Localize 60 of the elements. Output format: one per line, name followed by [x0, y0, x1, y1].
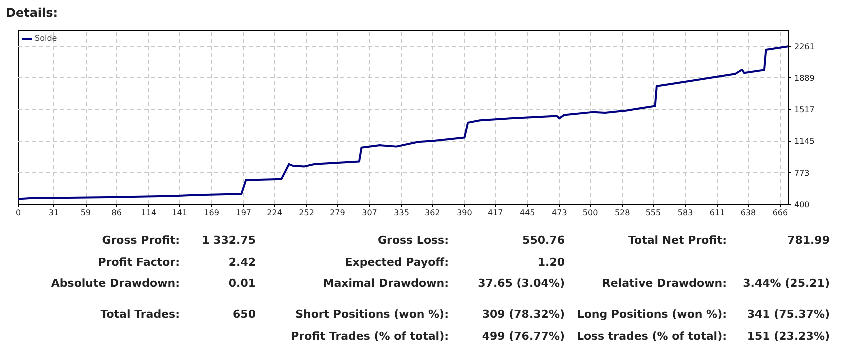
text: 341 (75.37%) — [747, 308, 830, 321]
x-tick-label: 666 — [772, 208, 788, 218]
text: Expected Payoff: — [345, 256, 449, 269]
line-series — [18, 46, 788, 200]
y-tick-label: 1517 — [794, 106, 815, 115]
text: 499 (76.77%) — [482, 330, 565, 343]
x-tick-label: 638 — [740, 208, 756, 218]
y-tick-label: 1889 — [794, 74, 815, 83]
x-tick-label: 31 — [48, 208, 60, 218]
text: Profit Factor: — [98, 256, 180, 269]
text: Relative Drawdown: — [602, 277, 727, 290]
text: 650 — [233, 308, 256, 321]
y-tick-label: 2261 — [794, 42, 815, 52]
text: Gross Loss: — [378, 234, 449, 247]
x-tick-label: 141 — [172, 208, 188, 218]
text: 0.01 — [228, 277, 256, 290]
text: 2.42 — [228, 256, 256, 269]
x-tick-label: 611 — [710, 208, 726, 218]
text: 781.99 — [788, 234, 830, 247]
text: Long Positions (won %): — [577, 308, 727, 321]
x-tick-label: 197 — [236, 208, 252, 218]
x-tick-label: 362 — [425, 208, 440, 218]
x-tick-label: 224 — [267, 208, 282, 218]
text: 3.44% (25.21) — [743, 277, 830, 290]
text: Total Trades: — [100, 308, 180, 321]
chart-title: Details: — [5, 5, 58, 20]
x-tick-label: 473 — [552, 208, 568, 218]
text: 151 (23.23%) — [747, 330, 830, 343]
text: 309 (78.32%) — [482, 308, 565, 321]
y-tick-label: 400 — [794, 200, 810, 210]
x-tick-label: 169 — [204, 208, 220, 218]
x-tick-label: 417 — [488, 208, 504, 218]
text: Absolute Drawdown: — [51, 277, 180, 290]
x-tick-label: 528 — [614, 208, 630, 218]
text: 1 332.75 — [202, 234, 256, 247]
x-tick-label: 59 — [80, 208, 92, 218]
legend-label: Solde — [35, 34, 58, 43]
text: 1.20 — [538, 256, 565, 269]
text: Short Positions (won %): — [296, 308, 449, 321]
y-tick-label: 1145 — [794, 137, 815, 146]
text: Profit Trades (% of total): — [291, 330, 449, 343]
text: 37.65 (3.04%) — [478, 277, 565, 290]
x-tick-label: 555 — [646, 208, 662, 218]
text: Maximal Drawdown: — [323, 277, 449, 290]
x-tick-label: 279 — [330, 208, 346, 218]
x-tick-label: 114 — [141, 208, 157, 218]
x-tick-label: 335 — [394, 208, 410, 218]
text: Total Net Profit: — [628, 234, 727, 247]
x-tick-label: 252 — [299, 208, 314, 218]
text: Gross Profit: — [102, 234, 180, 247]
y-tick-label: 773 — [794, 168, 810, 178]
x-tick-label: 390 — [457, 208, 472, 218]
x-tick-label: 307 — [362, 208, 378, 218]
x-tick-label: 0 — [16, 208, 22, 218]
x-tick-label: 86 — [112, 208, 122, 218]
x-tick-label: 583 — [678, 208, 694, 218]
x-tick-label: 445 — [520, 208, 536, 218]
text: 550.76 — [522, 234, 565, 247]
x-tick-label: 500 — [582, 208, 598, 218]
text: Loss trades (% of total): — [576, 330, 727, 343]
